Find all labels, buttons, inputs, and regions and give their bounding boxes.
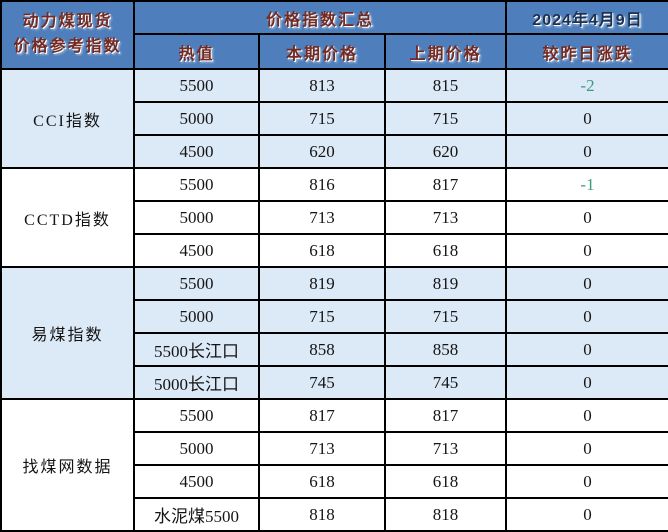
table-row: 5000 715 715 0 (1, 299, 668, 334)
table-row: 5000 713 713 0 (1, 200, 668, 235)
current-price-cell: 816 (258, 167, 386, 202)
change-value: 0 (505, 200, 668, 235)
previous-price-cell: 817 (384, 167, 507, 202)
table-row: 4500 618 618 0 (1, 233, 668, 268)
heat-cell: 5000 (133, 200, 260, 235)
previous-price-cell: 715 (384, 101, 507, 136)
change-value: 0 (505, 431, 668, 466)
header-row-top: 动力煤现货 价格参考指数 价格指数汇总 2024年4月9日 (0, 0, 668, 70)
previous-price-cell: 818 (384, 497, 507, 532)
summary-title-cell: 价格指数汇总 (133, 0, 507, 35)
heat-cell: 5500 (133, 398, 260, 433)
column-header-heat: 热值 (133, 33, 260, 70)
group-name-yimei: 易煤指数 (0, 266, 135, 400)
current-price-cell: 817 (258, 398, 386, 433)
table-row: 4500 620 620 0 (1, 134, 668, 169)
table-row: 4500 618 618 0 (1, 464, 668, 499)
group-name-zhaomeiwang: 找煤网数据 (0, 398, 135, 532)
current-price-cell: 818 (258, 497, 386, 532)
previous-price-cell: 620 (384, 134, 507, 169)
previous-price-cell: 745 (384, 365, 507, 400)
current-price-cell: 745 (258, 365, 386, 400)
heat-cell: 5000 (133, 101, 260, 136)
current-price-cell: 618 (258, 233, 386, 268)
current-price-cell: 715 (258, 299, 386, 334)
current-price-cell: 713 (258, 431, 386, 466)
current-price-cell: 813 (258, 68, 386, 103)
previous-price-cell: 858 (384, 332, 507, 367)
previous-price-cell: 715 (384, 299, 507, 334)
heat-cell: 4500 (133, 134, 260, 169)
table-row: 易煤指数 5500 819 819 0 (0, 266, 668, 400)
group-name-cctd: CCTD指数 (0, 167, 135, 268)
change-value: 0 (505, 332, 668, 367)
previous-price-cell: 713 (384, 200, 507, 235)
current-price-cell: 713 (258, 200, 386, 235)
current-price-cell: 620 (258, 134, 386, 169)
table-row: 找煤网数据 5500 817 817 0 (0, 398, 668, 532)
change-value: 0 (505, 365, 668, 400)
change-value: -2 (505, 68, 668, 103)
header-row-columns: 热值 本期价格 上期价格 较昨日涨跌 (1, 33, 668, 70)
table-row: CCTD指数 5500 816 817 -1 (0, 167, 668, 268)
column-header-daily-change: 较昨日涨跌 (505, 33, 668, 70)
table-row: 水泥煤5500 818 818 0 (1, 497, 668, 532)
change-value: 0 (505, 464, 668, 499)
change-value: -1 (505, 167, 668, 202)
previous-price-cell: 817 (384, 398, 507, 433)
change-value: 0 (505, 134, 668, 169)
corner-title-line1: 动力煤现货 (22, 13, 113, 31)
previous-price-cell: 618 (384, 464, 507, 499)
heat-cell: 4500 (133, 464, 260, 499)
corner-title-cell: 动力煤现货 价格参考指数 (0, 0, 135, 70)
change-value: 0 (505, 101, 668, 136)
previous-price-cell: 819 (384, 266, 507, 301)
date-cell: 2024年4月9日 (505, 0, 668, 35)
current-price-cell: 858 (258, 332, 386, 367)
table-row: 5500长江口 858 858 0 (1, 332, 668, 367)
table-row: 5000 713 713 0 (1, 431, 668, 466)
change-value: 0 (505, 266, 668, 301)
heat-cell: 5500长江口 (133, 332, 260, 367)
table-row: 5000 715 715 0 (1, 101, 668, 136)
current-price-cell: 715 (258, 101, 386, 136)
current-price-cell: 819 (258, 266, 386, 301)
previous-price-cell: 618 (384, 233, 507, 268)
heat-cell: 水泥煤5500 (133, 497, 260, 532)
corner-title-line2: 价格参考指数 (13, 38, 122, 55)
table-row: 5000长江口 745 745 0 (1, 365, 668, 400)
group-name-cci: CCI指数 (0, 68, 135, 169)
change-value: 0 (505, 497, 668, 532)
change-value: 0 (505, 398, 668, 433)
heat-cell: 4500 (133, 233, 260, 268)
current-price-cell: 618 (258, 464, 386, 499)
heat-cell: 5500 (133, 68, 260, 103)
heat-cell: 5000 (133, 431, 260, 466)
heat-cell: 5500 (133, 167, 260, 202)
heat-cell: 5000 (133, 299, 260, 334)
previous-price-cell: 713 (384, 431, 507, 466)
heat-cell: 5500 (133, 266, 260, 301)
table-row: CCI指数 5500 813 815 -2 (0, 68, 668, 169)
change-value: 0 (505, 233, 668, 268)
column-header-current-price: 本期价格 (258, 33, 386, 70)
heat-cell: 5000长江口 (133, 365, 260, 400)
column-header-previous-price: 上期价格 (384, 33, 507, 70)
previous-price-cell: 815 (384, 68, 507, 103)
change-value: 0 (505, 299, 668, 334)
